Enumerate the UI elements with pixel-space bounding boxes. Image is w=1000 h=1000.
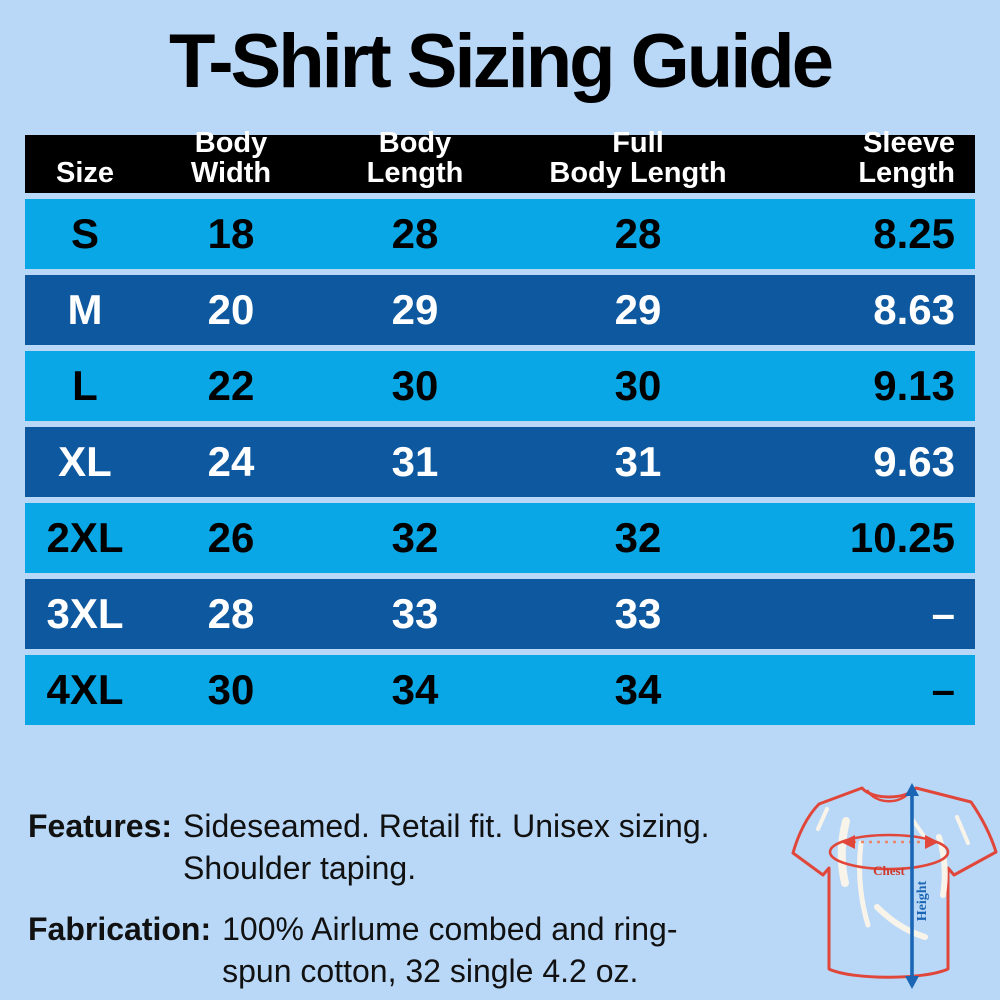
header-body-length: Body Length <box>317 128 513 189</box>
header-sleeve-length: Sleeve Length <box>763 128 975 189</box>
table-row-m: M 20 29 29 8.63 <box>25 275 975 345</box>
body-length-cell: 32 <box>391 514 439 561</box>
size-cell: 4XL <box>46 666 124 713</box>
features-text: Sideseamed. Retail fit. Unisex sizing. S… <box>183 806 709 889</box>
sleeve-length-cell: 8.25 <box>873 210 955 257</box>
features-label: Features: <box>28 808 173 844</box>
fabrication-note: Fabrication: 100% Airlume combed and rin… <box>28 909 818 992</box>
features-line-2: Shoulder taping. <box>183 849 417 886</box>
sizing-table: Size Body Width Body Length Full Body Le… <box>25 128 975 725</box>
chest-label: Chest <box>873 863 905 878</box>
body-width-cell: 24 <box>207 438 255 485</box>
size-cell: M <box>67 286 103 333</box>
chest-arrow-left-icon <box>841 835 855 849</box>
tshirt-measurement-diagram: Chest Height <box>791 783 998 989</box>
table-header-row: Size Body Width Body Length Full Body Le… <box>25 128 975 193</box>
full-body-length-cell: 32 <box>614 514 662 561</box>
full-body-length-cell: 29 <box>614 286 662 333</box>
header-line: Body <box>194 126 268 159</box>
body-length-cell: 30 <box>391 362 439 409</box>
sleeve-length-cell: – <box>931 590 955 637</box>
body-length-cell: 29 <box>391 286 439 333</box>
header-size: Size <box>25 135 145 188</box>
body-width-cell: 20 <box>207 286 255 333</box>
full-body-length-cell: 34 <box>614 666 662 713</box>
size-cell: 3XL <box>46 590 124 637</box>
body-width-cell: 18 <box>207 210 255 257</box>
notes-section: Features: Sideseamed. Retail fit. Unisex… <box>28 806 818 992</box>
table-row-l: L 22 30 30 9.13 <box>25 351 975 421</box>
body-width-cell: 26 <box>207 514 255 561</box>
shirt-highlights <box>816 807 970 940</box>
table-row-xl: XL 24 31 31 9.63 <box>25 427 975 497</box>
body-width-cell: 30 <box>207 666 255 713</box>
header-line: Sleeve <box>863 126 955 159</box>
size-cell: 2XL <box>46 514 124 561</box>
height-measure-arrow <box>905 783 919 989</box>
body-length-cell: 31 <box>391 438 439 485</box>
full-body-length-cell: 30 <box>614 362 662 409</box>
sleeve-length-cell: 10.25 <box>849 514 955 561</box>
chest-arrow-right-icon <box>925 835 939 849</box>
size-cell: S <box>70 210 99 257</box>
header-line: Body <box>378 126 452 159</box>
body-width-cell: 22 <box>207 362 255 409</box>
page-title: T-Shirt Sizing Guide <box>169 19 834 104</box>
header-body-width: Body Width <box>145 128 317 189</box>
fabrication-label: Fabrication: <box>28 911 212 948</box>
table-row-2xl: 2XL 26 32 32 10.25 <box>25 503 975 573</box>
full-body-length-cell: 33 <box>614 590 662 637</box>
fabrication-line-1: 100% Airlume combed and ring- <box>222 911 678 948</box>
features-line-1: Sideseamed. Retail fit. Unisex sizing. <box>183 808 710 844</box>
body-length-cell: 33 <box>391 590 439 637</box>
header-line: Width <box>190 156 272 189</box>
header-line: Body Length <box>549 156 727 189</box>
table-row-s: S 18 28 28 8.25 <box>25 199 975 269</box>
header-line: Size <box>55 156 115 189</box>
table-row-3xl: 3XL 28 33 33 – <box>25 579 975 649</box>
header-full-body-length: Full Body Length <box>513 128 763 189</box>
sleeve-length-cell: 8.63 <box>873 286 955 333</box>
full-body-length-cell: 28 <box>614 210 662 257</box>
chest-measure-ellipse <box>828 833 950 871</box>
table-row-4xl: 4XL 30 34 34 – <box>25 655 975 725</box>
fabrication-line-2: spun cotton, 32 single 4.2 oz. <box>222 952 639 989</box>
sleeve-length-cell: – <box>931 666 955 713</box>
full-body-length-cell: 31 <box>614 438 662 485</box>
height-label: Height <box>915 880 930 921</box>
header-line: Length <box>366 156 464 189</box>
features-note: Features: Sideseamed. Retail fit. Unisex… <box>28 806 818 889</box>
sleeve-length-cell: 9.63 <box>873 438 955 485</box>
body-length-cell: 28 <box>391 210 439 257</box>
fabrication-text: 100% Airlume combed and ring- spun cotto… <box>222 909 677 992</box>
sleeve-length-cell: 9.13 <box>873 362 955 409</box>
body-length-cell: 34 <box>391 666 439 713</box>
size-cell: XL <box>58 438 112 485</box>
size-cell: L <box>72 362 98 409</box>
header-line: Length <box>858 156 955 189</box>
height-arrow-top-icon <box>905 783 919 796</box>
header-line: Full <box>612 126 664 159</box>
height-arrow-bottom-icon <box>905 976 919 989</box>
body-width-cell: 28 <box>207 590 255 637</box>
